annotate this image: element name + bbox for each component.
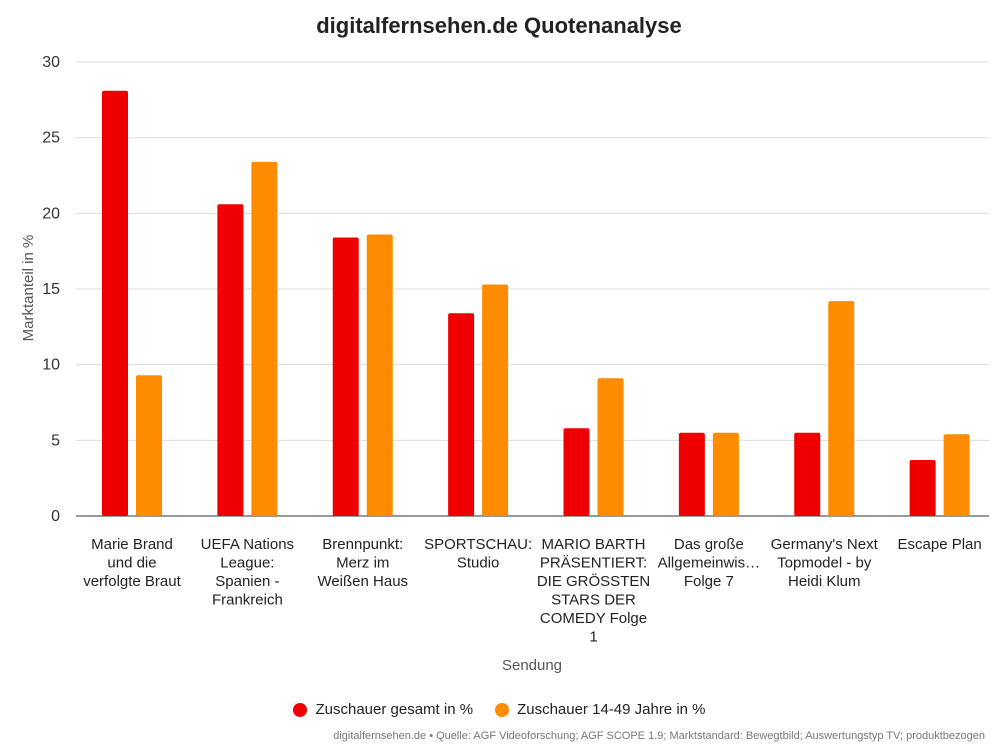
x-tick-label: Escape Plan xyxy=(898,536,982,553)
source-note: digitalfernsehen.de • Quelle: AGF Videof… xyxy=(333,730,985,742)
y-tick-label: 15 xyxy=(42,281,60,298)
y-tick-label: 25 xyxy=(42,130,60,147)
legend-swatch-total xyxy=(293,702,308,717)
bar[interactable] xyxy=(563,428,590,516)
chart-title: digitalfernsehen.de Quotenanalyse xyxy=(316,13,682,38)
bars xyxy=(102,90,970,517)
y-tick-label: 20 xyxy=(42,205,60,222)
y-tick-label: 30 xyxy=(42,54,60,71)
x-tick-label: Brennpunkt: Merz im Weißen Haus xyxy=(317,536,408,590)
bar[interactable] xyxy=(909,460,936,516)
legend-item-14-49[interactable]: Zuschauer 14-49 Jahre in % xyxy=(495,701,706,718)
bar-chart: digitalfernsehen.de Quotenanalyse 0 5 10 15… xyxy=(20,13,989,674)
y-tick-label: 10 xyxy=(42,357,60,374)
x-tick-label: Germany's Next Topmodel - by Heidi Klum xyxy=(771,536,879,590)
bar[interactable] xyxy=(332,237,359,516)
y-tick-label: 0 xyxy=(51,508,60,525)
bar[interactable] xyxy=(217,204,244,516)
y-tick-label: 5 xyxy=(51,432,60,449)
x-tick-label: UEFA Nations League: Spanien -Frankreich xyxy=(201,536,294,609)
x-tick-label: Das große Allgemeinwis… Folge 7 xyxy=(658,536,761,590)
y-axis-label: Marktanteil in % xyxy=(20,235,37,342)
x-axis-ticks: Marie Brand und die verfolgte Braut UEFA Na… xyxy=(83,536,982,646)
bar[interactable] xyxy=(678,432,705,516)
bar[interactable] xyxy=(943,434,970,516)
bar[interactable] xyxy=(794,432,821,516)
legend-item-total[interactable]: Zuschauer gesamt in % xyxy=(293,701,473,718)
legend-label-14-49: Zuschauer 14-49 Jahre in % xyxy=(517,701,706,718)
x-tick-label: Marie Brand und die verfolgte Braut xyxy=(83,536,181,590)
bar[interactable] xyxy=(712,432,739,516)
bar[interactable] xyxy=(102,90,128,517)
legend-label-total: Zuschauer gesamt in % xyxy=(315,701,474,718)
y-axis-ticks: 0 5 10 15 20 25 30 xyxy=(42,54,60,525)
x-axis-label: Sendung xyxy=(502,657,562,674)
bar[interactable] xyxy=(597,378,624,516)
x-tick-label: MARIO BARTH PRÄSENTIERT: DIE GRÖSSTEN STARS… xyxy=(537,536,650,646)
x-tick-label: SPORTSCHAU: Studio xyxy=(424,536,532,572)
legend-swatch-14-49 xyxy=(495,702,510,717)
bar[interactable] xyxy=(482,284,509,516)
bar[interactable] xyxy=(448,313,475,516)
bar[interactable] xyxy=(136,375,162,516)
bar[interactable] xyxy=(251,161,278,516)
bar[interactable] xyxy=(366,234,393,516)
legend: Zuschauer gesamt in % Zuschauer 14-49 Ja… xyxy=(0,701,999,718)
bar[interactable] xyxy=(828,301,855,516)
